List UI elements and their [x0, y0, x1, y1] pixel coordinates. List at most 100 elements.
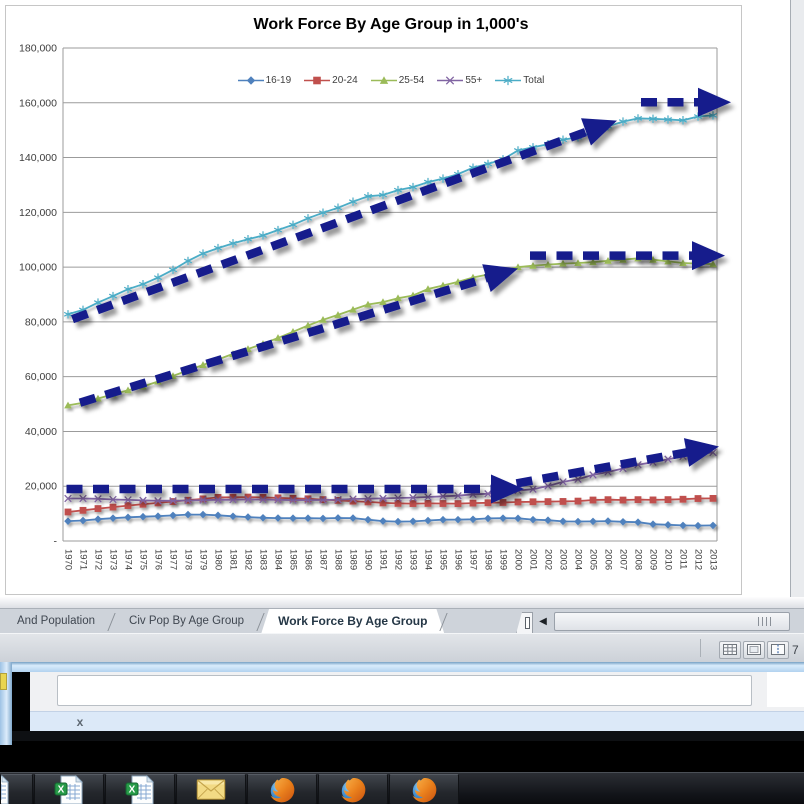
page-layout-view-button[interactable] [743, 641, 765, 659]
legend-marker-icon [437, 76, 464, 85]
svg-text:2008: 2008 [633, 549, 644, 570]
svg-text:1993: 1993 [408, 549, 419, 570]
svg-text:2006: 2006 [603, 549, 614, 570]
svg-text:2003: 2003 [558, 549, 569, 570]
taskbar-button-firefox-6[interactable] [389, 774, 459, 804]
legend-marker-icon [370, 76, 397, 84]
svg-text:X: X [58, 784, 65, 795]
svg-text:1998: 1998 [483, 549, 494, 570]
legend-marker-icon [304, 76, 331, 85]
svg-text:1973: 1973 [108, 549, 119, 570]
svg-text:2009: 2009 [648, 549, 659, 570]
series-20-24 [64, 493, 717, 516]
status-divider [700, 639, 701, 657]
svg-text:1986: 1986 [303, 549, 314, 570]
legend-item-25-54: 25-54 [370, 75, 425, 86]
svg-text:1984: 1984 [273, 549, 284, 570]
legend-item-55+: 55+ [437, 75, 482, 86]
svg-text:-: - [54, 536, 58, 548]
taskbar-button-excel-workbook-0[interactable]: X [0, 774, 33, 804]
page-layout-icon [747, 643, 761, 655]
chart-legend: 16-19 20-24 25-54 55+ Total [40, 75, 742, 86]
firefox-icon [341, 777, 366, 802]
svg-text:1977: 1977 [168, 549, 179, 570]
svg-text:1971: 1971 [78, 549, 89, 570]
excel-workbook-icon: X [54, 775, 83, 804]
svg-text:1990: 1990 [363, 549, 374, 570]
taskbar-button-firefox-5[interactable] [318, 774, 388, 804]
taskbar-button-mail-envelope-3[interactable] [176, 774, 246, 804]
svg-text:1994: 1994 [423, 549, 434, 570]
svg-text:160,000: 160,000 [19, 97, 57, 109]
excel-workbook-icon: X [1, 775, 9, 804]
svg-text:1992: 1992 [393, 549, 404, 570]
series-25-54 [64, 254, 717, 409]
excel-workbook-icon: X [125, 775, 154, 804]
partial-icon-fragment [0, 673, 7, 690]
find-bar-close-icon[interactable]: x [72, 714, 88, 730]
svg-text:60,000: 60,000 [25, 371, 57, 383]
insert-worksheet-icon [525, 617, 530, 629]
firefox-icon [412, 777, 437, 802]
svg-text:40,000: 40,000 [25, 426, 57, 438]
svg-text:1981: 1981 [228, 549, 239, 570]
scrollbar-grip-icon[interactable] [757, 617, 771, 626]
svg-text:1983: 1983 [258, 549, 269, 570]
legend-item-Total: Total [495, 75, 544, 86]
svg-text:80,000: 80,000 [25, 316, 57, 328]
legend-label: 20-24 [332, 75, 358, 86]
chart-plot: - 20,000 40,000 60,000 80,000 100,000 120,000 1… [19, 43, 731, 570]
svg-text:20,000: 20,000 [25, 481, 57, 493]
legend-label: 25-54 [398, 75, 425, 86]
svg-text:2004: 2004 [573, 549, 584, 570]
sheet-tab-civ-pop-by-age-group[interactable]: Civ Pop By Age Group [129, 615, 245, 627]
text-input-field[interactable] [57, 675, 752, 706]
svg-text:1991: 1991 [378, 549, 389, 570]
window-right-frame [790, 0, 804, 662]
zoom-level-text: 7 [792, 643, 799, 657]
page-break-preview-button[interactable] [767, 641, 789, 659]
sheet-tab-work-force-by-age-group[interactable]: Work Force By Age Group [261, 609, 444, 634]
sheet-bottom-strip [0, 597, 804, 608]
excel-window-bottom-edge [0, 662, 804, 672]
svg-text:1976: 1976 [153, 549, 164, 570]
page-break-preview-icon [771, 643, 785, 655]
svg-text:2001: 2001 [528, 549, 539, 570]
dark-window-inner-shade [12, 731, 804, 741]
taskbar-button-excel-workbook-1[interactable]: X [34, 774, 104, 804]
svg-text:2002: 2002 [543, 549, 554, 570]
taskbar-button-firefox-4[interactable] [247, 774, 317, 804]
svg-text:1975: 1975 [138, 549, 149, 570]
sheet-tab-and-population[interactable]: And Population [17, 615, 96, 627]
svg-text:100,000: 100,000 [19, 262, 57, 274]
svg-text:1978: 1978 [183, 549, 194, 570]
insert-worksheet-tab[interactable] [516, 612, 533, 634]
svg-text:1970: 1970 [63, 549, 74, 570]
legend-label: Total [523, 75, 545, 86]
svg-text:1997: 1997 [468, 549, 479, 570]
legend-item-20-24: 20-24 [304, 75, 358, 86]
legend-label: 16-19 [265, 75, 292, 86]
worksheet-area: - 20,000 40,000 60,000 80,000 100,000 120,000 1… [5, 0, 804, 662]
trend-arrows [66, 87, 731, 504]
taskbar-button-excel-workbook-2[interactable]: X [105, 774, 175, 804]
mail-envelope-icon [196, 778, 226, 800]
svg-text:180,000: 180,000 [19, 43, 57, 55]
svg-text:140,000: 140,000 [19, 152, 57, 164]
horizontal-scrollbar[interactable] [554, 612, 790, 631]
series-55+ [64, 448, 717, 505]
svg-text:1985: 1985 [288, 549, 299, 570]
svg-text:1988: 1988 [333, 549, 344, 570]
sheet-tabs: And Population Civ Pop By Age Group Work F… [0, 609, 450, 634]
svg-text:1999: 1999 [498, 549, 509, 570]
svg-text:1996: 1996 [453, 549, 464, 570]
normal-view-button[interactable] [719, 641, 741, 659]
svg-text:1995: 1995 [438, 549, 449, 570]
svg-text:1974: 1974 [123, 549, 134, 570]
background-dark-window: x [12, 672, 804, 768]
svg-text:2007: 2007 [618, 549, 629, 570]
chart: - 20,000 40,000 60,000 80,000 100,000 120,000 1… [5, 5, 742, 595]
tab-scroll-left-button[interactable]: ◀ [537, 615, 549, 629]
svg-text:2013: 2013 [708, 549, 719, 570]
